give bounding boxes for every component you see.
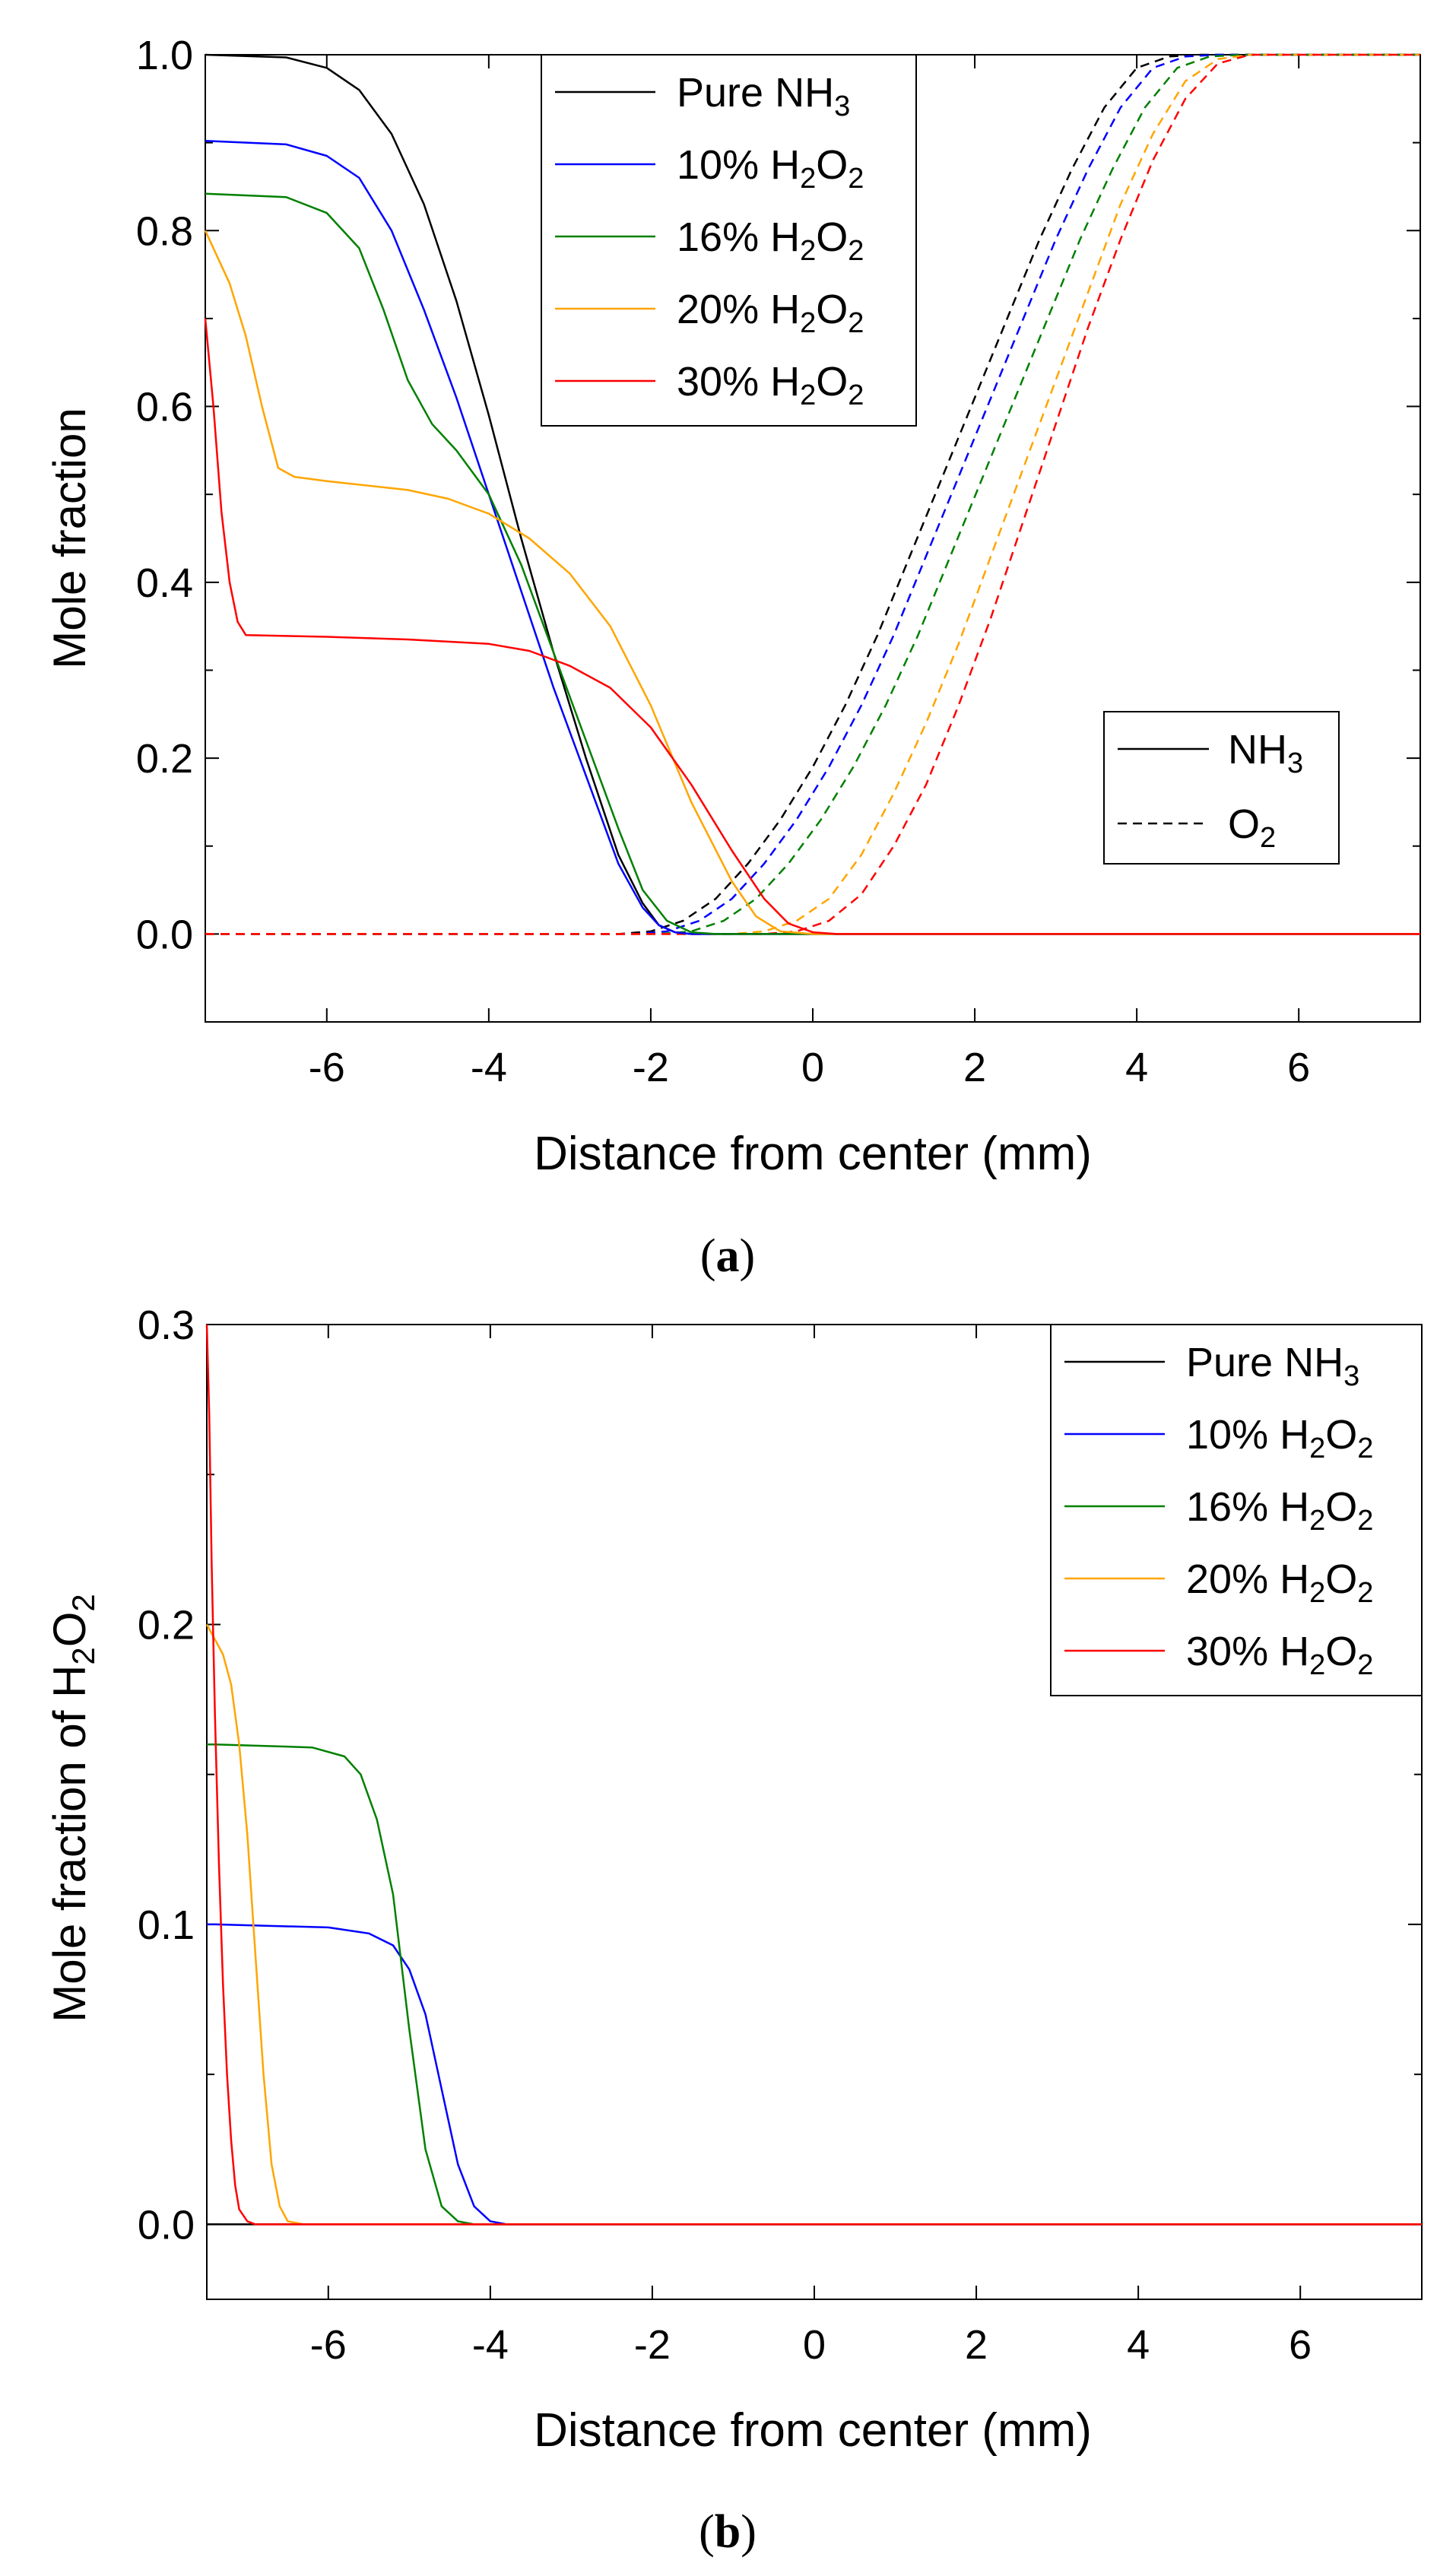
panel-a-ticks	[205, 54, 1420, 1022]
series-line-20-h2o2-nh3	[204, 230, 1420, 935]
panel-a-y-tick-labels: 0.0 0.2 0.4 0.6 0.8 1.0	[136, 33, 193, 957]
legend-entry-30-h2o2: 30% H2O2	[555, 359, 864, 411]
series-line-10-h2o2	[207, 1923, 1422, 2226]
legend-label: 16% H2O2	[1186, 1484, 1373, 1537]
legend-entry-nh3-solid: NH3	[1118, 727, 1303, 779]
panel-a-series	[204, 53, 1420, 935]
x-tick-label: -2	[633, 1045, 669, 1090]
legend-entry-o2-dashed: O2	[1118, 801, 1276, 854]
x-tick-label: 4	[1127, 2322, 1150, 2368]
panel-a-caption: (a)	[700, 1230, 755, 1282]
x-tick-label: 2	[965, 2322, 988, 2368]
series-line-20-h2o2	[205, 1623, 1422, 2226]
y-tick-label: 0.2	[138, 1602, 195, 1648]
series-line-10-h2o2-o2	[205, 53, 1420, 935]
panel-a: 0.0 0.2 0.4 0.6 0.8 1.0 -6 -4 -2 0 2 4 6 Mole fract…	[44, 33, 1421, 1282]
panel-b-caption: (b)	[699, 2506, 757, 2558]
panel-a-x-tick-labels: -6 -4 -2 0 2 4 6	[309, 1045, 1310, 1090]
x-tick-label: 6	[1287, 1045, 1310, 1090]
legend-entry-20-h2o2: 20% H2O2	[1064, 1556, 1373, 1609]
x-tick-label: -4	[472, 2322, 509, 2368]
legend-label: NH3	[1228, 727, 1303, 779]
series-line-30-h2o2	[205, 1324, 1422, 2226]
series-line-20-h2o2-o2	[205, 53, 1420, 935]
series-line-16-h2o2-nh3	[205, 192, 1420, 935]
panel-b-case-legend: Pure NH3 10% H2O2 16% H2O2 20% H2O2 30% …	[1050, 1324, 1423, 1696]
x-tick-label: 4	[1125, 1045, 1148, 1090]
y-tick-label: 0.1	[138, 1902, 195, 1948]
x-tick-label: -6	[310, 2322, 347, 2368]
x-tick-label: 2	[963, 1045, 986, 1090]
series-line-30-h2o2-nh3	[204, 318, 1420, 935]
legend-label: 30% H2O2	[1186, 1629, 1373, 1681]
y-tick-label: 0.0	[136, 912, 193, 957]
legend-entry-pure-nh3: Pure NH3	[555, 70, 850, 122]
y-tick-label: 0.8	[136, 208, 193, 254]
panel-b-y-axis-label: Mole fraction of H2O2	[44, 1594, 101, 2023]
legend-entry-16-h2o2: 16% H2O2	[1064, 1484, 1373, 1537]
legend-entry-10-h2o2: 10% H2O2	[555, 142, 864, 195]
series-line-16-h2o2-o2	[205, 53, 1420, 935]
legend-entry-20-h2o2: 20% H2O2	[555, 287, 864, 339]
series-line-30-h2o2-o2	[205, 53, 1420, 935]
legend-entry-pure-nh3: Pure NH3	[1064, 1340, 1359, 1392]
legend-label: 30% H2O2	[677, 359, 864, 411]
panel-b-y-tick-labels: 0.0 0.1 0.2 0.3	[138, 1302, 195, 2248]
x-tick-label: 0	[801, 1045, 824, 1090]
legend-label: 16% H2O2	[677, 214, 864, 267]
legend-label: O2	[1228, 801, 1276, 854]
legend-label: Pure NH3	[1186, 1340, 1359, 1392]
panel-a-case-legend: Pure NH3 10% H2O2 16% H2O2 20% H2O2 30% …	[541, 54, 917, 427]
legend-label: 20% H2O2	[1186, 1556, 1373, 1609]
y-tick-label: 1.0	[136, 33, 193, 78]
x-tick-label: 0	[803, 2322, 826, 2368]
legend-label: Pure NH3	[677, 70, 850, 122]
series-line-16-h2o2	[207, 1743, 1422, 2226]
y-tick-label: 0.3	[138, 1302, 195, 1348]
legend-entry-10-h2o2: 10% H2O2	[1064, 1412, 1373, 1464]
series-line-pure-nh3-o2	[205, 53, 1420, 935]
panel-b-case-legend-frame	[1050, 1324, 1423, 1696]
legend-entry-16-h2o2: 16% H2O2	[555, 214, 864, 267]
panel-a-case-legend-frame	[541, 54, 917, 427]
y-tick-label: 0.2	[136, 736, 193, 782]
legend-entry-30-h2o2: 30% H2O2	[1064, 1629, 1373, 1681]
panel-a-y-axis-label: Mole fraction	[44, 408, 95, 668]
panel-b-series	[205, 1324, 1422, 2226]
legend-label: 10% H2O2	[677, 142, 864, 195]
panel-b-x-tick-labels: -6 -4 -2 0 2 4 6	[310, 2322, 1312, 2368]
x-tick-label: -6	[309, 1045, 345, 1090]
legend-label: 20% H2O2	[677, 287, 864, 339]
panel-b-x-axis-label: Distance from center (mm)	[534, 2404, 1092, 2457]
series-line-10-h2o2-nh3	[205, 140, 1420, 935]
legend-label: 10% H2O2	[1186, 1412, 1373, 1464]
panel-a-x-axis-label: Distance from center (mm)	[534, 1128, 1092, 1180]
panel-b: 0.0 0.1 0.2 0.3 -6 -4 -2 0 2 4 6 Mole fraction of…	[44, 1302, 1423, 2558]
y-tick-label: 0.6	[136, 385, 193, 430]
y-tick-label: 0.4	[136, 560, 193, 606]
x-tick-label: -4	[471, 1045, 507, 1090]
x-tick-label: 6	[1289, 2322, 1312, 2368]
panel-a-species-legend-frame	[1103, 711, 1340, 865]
y-tick-label: 0.0	[138, 2202, 195, 2248]
panel-a-species-legend: NH3 O2	[1103, 711, 1340, 865]
x-tick-label: -2	[634, 2322, 671, 2368]
